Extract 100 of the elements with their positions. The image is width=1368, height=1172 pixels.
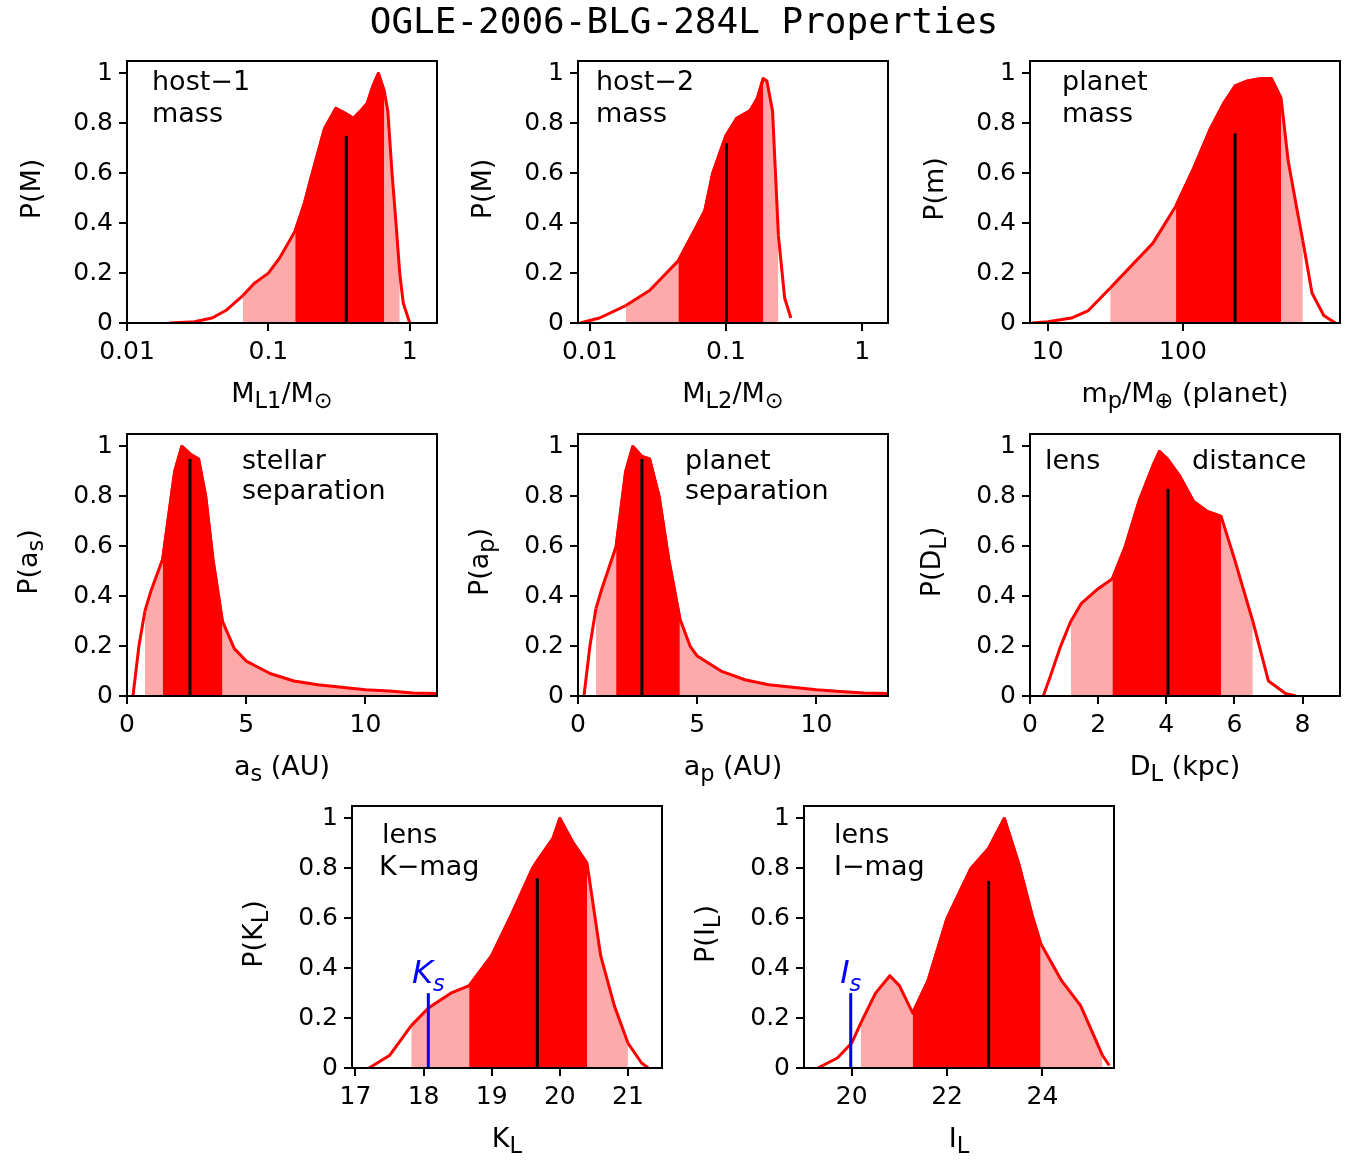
y-tick-label: 0 [322, 1051, 338, 1081]
x-tick-label: 5 [689, 708, 706, 738]
y-axis-title: P(m) [917, 157, 949, 221]
annotation: planet [685, 444, 771, 475]
x-tick-label: 18 [407, 1080, 440, 1110]
y-tick-label: 0.8 [524, 106, 564, 136]
y-axis-title: P(M) [465, 158, 497, 220]
y-tick-label: 0.6 [73, 156, 113, 186]
x-tick-label: 0.1 [706, 335, 746, 365]
annotation: host−2 [596, 65, 695, 96]
x-axis-title: I$_{L}$ [948, 1121, 970, 1159]
y-tick-label: 0.2 [298, 1001, 338, 1031]
y-tick-label: 1 [1000, 56, 1016, 86]
x-tick-label: 20 [543, 1080, 576, 1110]
y-tick-label: 1 [97, 56, 113, 86]
y-tick-label: 0.4 [750, 951, 790, 981]
y-tick-label: 0 [548, 306, 564, 336]
x-tick-label: 19 [475, 1080, 508, 1110]
x-axis-title: M$_{L2}$/M$_{⊙}$ [682, 376, 784, 414]
y-tick-label: 1 [322, 801, 338, 831]
y-tick-label: 0.4 [976, 206, 1016, 236]
y-tick-label: 0 [1000, 679, 1016, 709]
x-tick-label: 0.01 [99, 335, 155, 365]
annotation: K−mag [379, 850, 480, 881]
y-tick-label: 0.8 [524, 479, 564, 509]
y-tick-label: 0.6 [524, 156, 564, 186]
annotation: separation [685, 474, 829, 505]
y-tick-label: 0.6 [524, 529, 564, 559]
x-tick-label: 10 [800, 708, 833, 738]
y-tick-label: 0.4 [524, 579, 564, 609]
x-tick-label: 20 [835, 1080, 868, 1110]
y-tick-label: 0.2 [524, 629, 564, 659]
y-tick-label: 0.6 [298, 901, 338, 931]
x-tick-label: 22 [931, 1080, 963, 1110]
y-tick-label: 0 [774, 1051, 790, 1081]
annotation: mass [152, 97, 223, 128]
annotation: I−mag [834, 850, 925, 881]
annotation: separation [242, 474, 386, 505]
x-tick-label: 2 [1090, 708, 1107, 738]
y-tick-label: 0.2 [524, 256, 564, 286]
y-tick-label: 0.2 [73, 629, 113, 659]
x-tick-label: 1 [401, 335, 418, 365]
x-axis-title: D$_{L}$ (kpc) [1129, 749, 1241, 787]
y-tick-label: 0.8 [73, 106, 113, 136]
y-tick-label: 0.4 [298, 951, 338, 981]
x-tick-label: 100 [1159, 335, 1207, 365]
y-tick-label: 0.8 [976, 479, 1016, 509]
annotation: mass [596, 97, 667, 128]
annotation: stellar [242, 444, 326, 475]
x-tick-label: 0 [119, 708, 135, 738]
y-tick-label: 1 [548, 56, 564, 86]
x-tick-label: 17 [339, 1080, 372, 1110]
annotation: planet [1062, 65, 1148, 96]
y-tick-label: 0.8 [976, 106, 1016, 136]
x-tick-label: 24 [1026, 1080, 1059, 1110]
annotation: lens [1045, 444, 1101, 475]
x-axis-title: a$_{p}$ (AU) [683, 749, 783, 787]
y-tick-label: 0.2 [976, 256, 1016, 286]
y-tick-label: 0.2 [73, 256, 113, 286]
y-tick-label: 0 [97, 306, 113, 336]
y-tick-label: 0.2 [976, 629, 1016, 659]
x-tick-label: 0 [570, 708, 586, 738]
y-tick-label: 0.4 [976, 579, 1016, 609]
x-tick-label: 0.1 [248, 335, 289, 365]
annotation: distance [1192, 444, 1307, 475]
annotation: mass [1062, 97, 1133, 128]
y-tick-label: 0.6 [73, 529, 113, 559]
x-tick-label: 0 [1022, 708, 1038, 738]
x-tick-label: 8 [1294, 708, 1311, 738]
y-tick-label: 0 [548, 679, 564, 709]
y-tick-label: 1 [548, 429, 564, 459]
x-axis-title: M$_{L1}$/M$_{⊙}$ [231, 376, 333, 414]
y-tick-label: 0.8 [298, 851, 338, 881]
y-tick-label: 1 [97, 429, 113, 459]
y-tick-label: 1 [1000, 429, 1016, 459]
annotation: lens [834, 818, 890, 849]
x-tick-label: 10 [1031, 335, 1064, 365]
x-tick-label: 10 [349, 708, 382, 738]
x-axis-title: K$_{L}$ [491, 1121, 523, 1159]
y-tick-label: 1 [774, 801, 790, 831]
y-axis-title: P(M) [14, 158, 46, 220]
y-tick-label: 0.4 [73, 579, 113, 609]
annotation: host−1 [152, 65, 251, 96]
x-tick-label: 0.01 [561, 335, 618, 365]
x-tick-label: 5 [238, 708, 255, 738]
y-tick-label: 0.6 [976, 529, 1016, 559]
y-tick-label: 0.8 [750, 851, 790, 881]
text: OGLE-2006-BLG-284L Properties [368, 0, 1000, 41]
x-axis-title: a$_{s}$ (AU) [233, 749, 331, 787]
y-tick-label: 0.6 [976, 156, 1016, 186]
x-tick-label: 4 [1158, 708, 1175, 738]
y-tick-label: 0.6 [750, 901, 790, 931]
y-tick-label: 0.4 [73, 206, 113, 236]
y-tick-label: 0.8 [73, 479, 113, 509]
y-tick-label: 0 [97, 679, 113, 709]
x-axis-title: m$_{p}$/M$_{⊕}$ (planet) [1081, 376, 1289, 414]
y-tick-label: 0.2 [750, 1001, 790, 1031]
x-tick-label: 1 [854, 335, 871, 365]
x-tick-label: 21 [612, 1080, 644, 1110]
x-tick-label: 6 [1226, 708, 1243, 738]
